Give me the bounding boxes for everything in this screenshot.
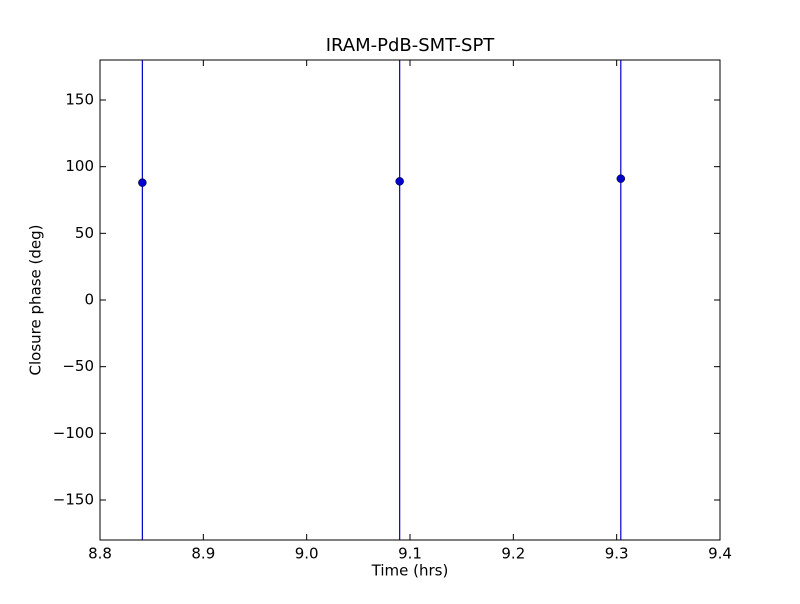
x-tick-label: 9.3 — [605, 545, 629, 563]
y-axis-label: Closure phase (deg) — [27, 225, 45, 376]
x-tick-label: 9.0 — [295, 545, 319, 563]
x-tick-label: 9.4 — [708, 545, 732, 563]
y-tick-label: 0 — [84, 291, 94, 309]
data-point — [616, 174, 626, 183]
x-tick-label: 9.2 — [501, 545, 525, 563]
y-tick-label: −50 — [62, 357, 94, 375]
data-point — [138, 178, 147, 187]
y-tick-label: −150 — [53, 491, 94, 509]
y-tick-label: −100 — [53, 424, 94, 442]
x-tick-label: 9.1 — [398, 545, 422, 563]
x-axis-label: Time (hrs) — [371, 562, 449, 580]
x-tick-label: 8.8 — [88, 545, 112, 563]
y-tick-label: 50 — [75, 224, 94, 242]
chart-title: IRAM-PdB-SMT-SPT — [326, 35, 496, 56]
y-tick-label: 150 — [65, 91, 94, 109]
x-tick-label: 8.9 — [191, 545, 215, 563]
plot-area — [138, 60, 626, 540]
y-tick-label: 100 — [65, 157, 94, 175]
data-point — [395, 177, 404, 186]
